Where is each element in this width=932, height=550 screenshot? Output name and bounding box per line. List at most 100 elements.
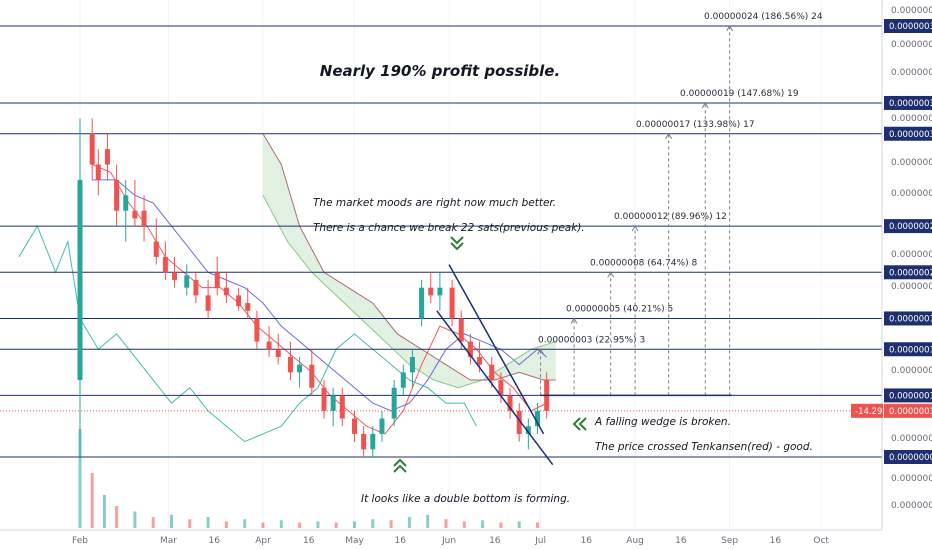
volume-bar	[90, 473, 94, 528]
candle-body	[223, 287, 229, 296]
target-arrowhead	[631, 225, 639, 232]
time-axis-label: Feb	[72, 536, 88, 546]
candle-body	[95, 164, 101, 180]
target-label: 0.00000005 (40.21%) 5	[566, 304, 673, 314]
candle-body	[516, 410, 522, 434]
candle-body	[205, 295, 211, 311]
level-badge	[884, 19, 932, 33]
volume-bars	[78, 429, 539, 528]
candle-body	[361, 433, 367, 450]
time-axis-label: 16	[303, 536, 315, 546]
price-axis-label: 0.00000028	[891, 158, 932, 168]
double-chevron-down-icon	[450, 236, 464, 245]
change-badge-label: -14.29%	[855, 407, 890, 417]
volume-bar	[426, 514, 430, 528]
time-axis-label: Mar	[160, 536, 177, 546]
volume-bar	[371, 519, 375, 528]
target-label: 0.00000008 (64.74%) 8	[590, 258, 697, 268]
candle-body	[458, 318, 464, 342]
target-label: 0.00000017 (133.98%) 17	[636, 120, 755, 130]
volume-bar	[407, 517, 411, 528]
candle-body	[489, 364, 495, 381]
target-arrows: 0.00000003 (22.95%) 3 0.00000005 (40.21%)…	[537, 12, 823, 397]
target-arrowhead	[570, 317, 578, 324]
candle-body	[437, 287, 443, 296]
level-badge-label: 0.00000032	[889, 99, 932, 109]
price-axis-label: 0.00000010	[891, 434, 932, 444]
level-badge-label: 0.00000021	[889, 268, 932, 278]
target-label: 0.00000019 (147.68%) 19	[680, 89, 799, 99]
candle-body	[104, 149, 110, 165]
horizontal-levels	[0, 25, 882, 458]
time-axis-label: Apr	[255, 536, 271, 546]
level-badge-label: 0.00000024	[889, 222, 932, 232]
price-axis-label: 0.00000020	[891, 282, 932, 292]
candle-body	[266, 341, 272, 350]
candle-body	[379, 418, 385, 434]
target-label: 0.00000003 (22.95%) 3	[538, 335, 645, 345]
cloud-fill	[263, 133, 556, 388]
target-arrowhead	[665, 132, 673, 140]
volume-bar	[462, 521, 466, 528]
line-tenkansen	[92, 164, 547, 435]
candle-body	[419, 287, 425, 319]
volume-bar	[78, 429, 82, 528]
volume-bar	[389, 520, 393, 528]
level-badge-label: 0.00000030	[889, 130, 932, 140]
volume-bar	[298, 522, 302, 528]
volume-bar	[170, 514, 173, 528]
ichimoku-cloud	[263, 133, 556, 388]
double-chevron-up-icon	[393, 464, 407, 473]
volume-bar	[536, 522, 539, 528]
target-label: 0.00000024 (186.56%) 24	[704, 12, 823, 22]
candle-body	[321, 387, 327, 411]
price-axis-label: 0.00000026	[891, 189, 932, 199]
time-axis-label: 16	[395, 536, 407, 546]
level-badge-label: 0.00000009	[889, 453, 932, 463]
volume-bar	[481, 520, 485, 528]
candle-body	[214, 272, 220, 288]
wedge-line-upper	[448, 264, 545, 435]
candle-body	[123, 195, 129, 211]
volume-bar	[133, 511, 137, 528]
time-axis-label: Oct	[813, 536, 829, 546]
volume-bar	[243, 519, 247, 528]
level-badge-label: 0.00000016	[889, 345, 932, 355]
time-axis-label: 16	[770, 536, 782, 546]
candle-body	[287, 356, 293, 373]
chart-title: Nearly 190% profit possible.	[320, 62, 560, 80]
time-axis[interactable]: Feb Mar 16 Apr 16 May 16 Jun 16 Jul 16 Aug 16 Sep 16 Oc…	[72, 536, 829, 546]
volume-bar	[206, 517, 210, 528]
annotation-break-peak: There is a chance we break 22 sats(previ…	[313, 222, 585, 234]
double-chevron-up-icon	[393, 458, 407, 467]
price-axis-label: 0.00000014	[891, 366, 932, 376]
annotation-wedge-broken: A falling wedge is broken.	[594, 416, 731, 428]
candle-body	[352, 418, 357, 434]
candle-body	[400, 372, 406, 388]
time-axis-label: 16	[581, 536, 593, 546]
candle-body	[141, 210, 147, 227]
time-axis-label: 16	[489, 536, 501, 546]
candle-body	[297, 364, 303, 373]
price-axis-label: 0.00000038	[891, 6, 932, 16]
price-axis[interactable]: 0.00000038 0.00000036 0.00000034 0.00000030…	[851, 6, 932, 511]
target-arrowhead	[726, 25, 734, 32]
candle-body	[535, 410, 540, 427]
wedge-line-lower	[436, 310, 554, 466]
double-chevron-left-icon	[572, 417, 581, 431]
time-axis-label: 16	[208, 536, 220, 546]
target-label: 0.00000012 (89.96%) 12	[614, 212, 727, 222]
price-axis-label: 0.00000036	[891, 40, 932, 50]
candle-body	[172, 272, 178, 280]
annotation-double-bottom: It looks like a double bottom is forming…	[361, 493, 570, 505]
volume-bar	[224, 521, 228, 528]
time-axis-label: Jul	[534, 536, 546, 546]
candle-body	[449, 287, 455, 319]
target-arrowhead	[537, 348, 544, 355]
target-arrowhead	[701, 101, 709, 109]
markers	[393, 236, 587, 473]
level-badge	[884, 126, 932, 141]
current-price-badge	[884, 403, 932, 418]
